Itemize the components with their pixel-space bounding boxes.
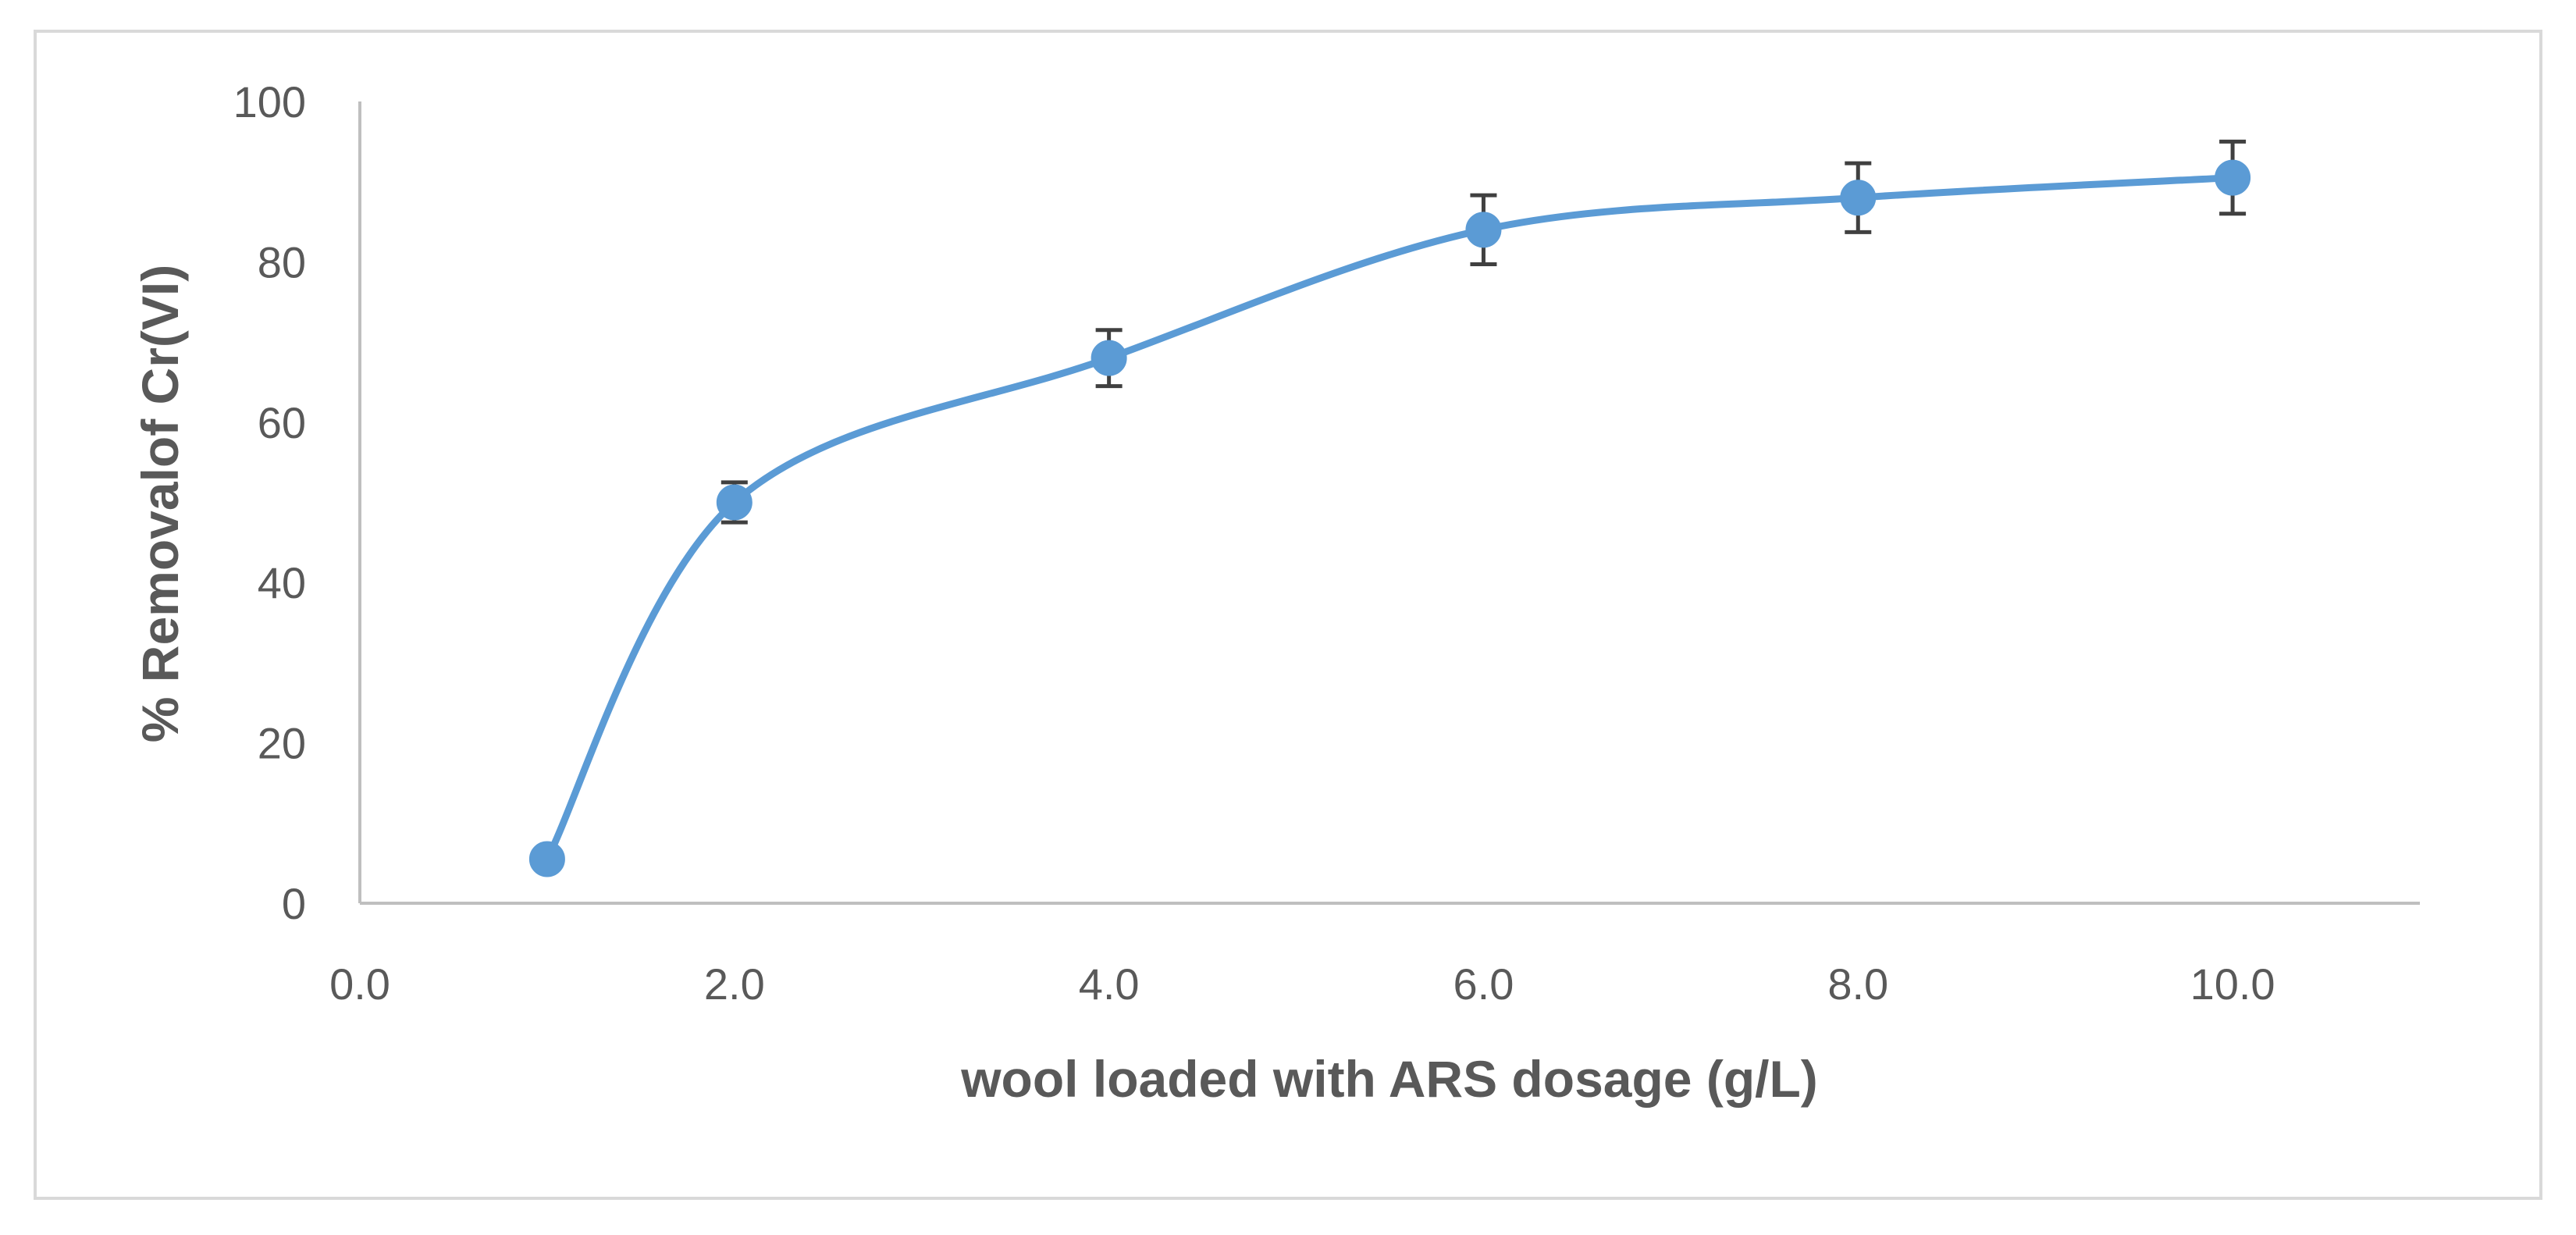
axes <box>358 101 2420 905</box>
y-tick-label: 60 <box>258 398 306 447</box>
y-axis-title: % Removalof Cr(VI) <box>131 265 189 742</box>
x-tick-labels: 0.0 2.0 4.0 6.0 8.0 10.0 <box>329 959 2275 1009</box>
series-line-layer <box>543 174 2236 863</box>
data-points <box>528 159 2251 877</box>
data-point <box>1465 212 1502 248</box>
data-point <box>1091 340 1127 376</box>
x-tick-label: 8.0 <box>1827 959 1888 1009</box>
x-tick-label: 4.0 <box>1079 959 1140 1009</box>
y-tick-label: 40 <box>258 558 306 607</box>
y-tick-labels: 0 20 40 60 80 100 <box>233 77 306 928</box>
x-axis-title: wool loaded with ARS dosage (g/L) <box>960 1050 1818 1108</box>
data-point <box>528 841 565 877</box>
x-tick-label: 0.0 <box>329 959 390 1009</box>
series-line <box>543 174 2236 863</box>
chart-frame <box>34 30 2542 1200</box>
error-bars <box>720 139 2247 525</box>
data-point <box>1840 180 1877 216</box>
y-tick-label: 80 <box>258 237 306 287</box>
x-tick-label: 2.0 <box>704 959 765 1009</box>
data-point <box>716 484 753 521</box>
x-tick-label: 6.0 <box>1453 959 1514 1009</box>
y-tick-label: 20 <box>258 719 306 768</box>
y-tick-label: 0 <box>282 879 306 928</box>
data-point <box>2215 159 2251 196</box>
y-tick-label: 100 <box>233 77 306 126</box>
x-tick-label: 10.0 <box>2190 959 2275 1009</box>
